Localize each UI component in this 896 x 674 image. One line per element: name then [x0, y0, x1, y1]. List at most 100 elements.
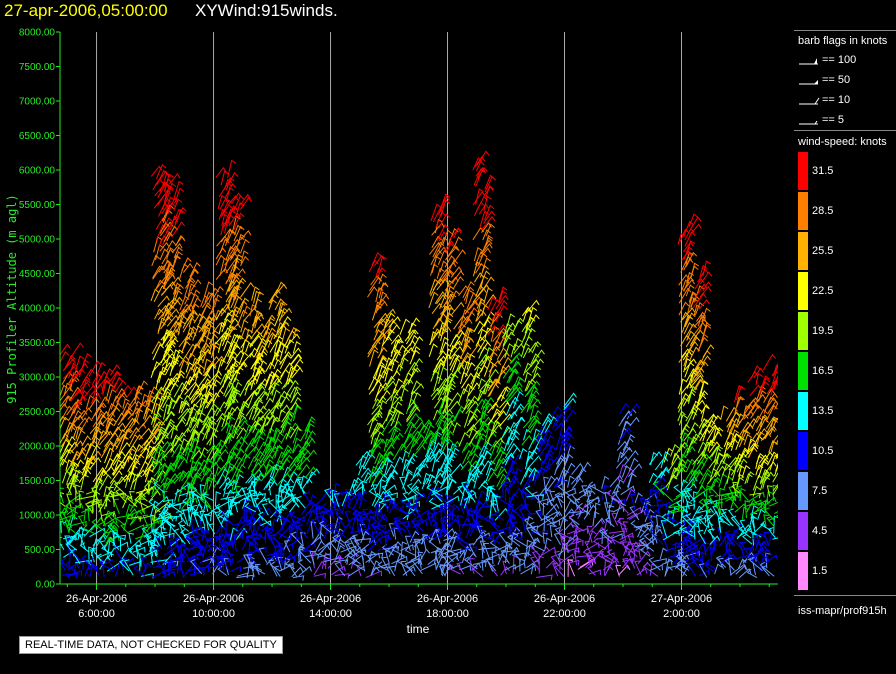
wind-barb — [684, 535, 695, 545]
wind-barb — [617, 463, 628, 481]
wind-barb — [244, 379, 256, 391]
wind-barb — [513, 550, 522, 562]
wind-barb — [500, 385, 512, 402]
wind-barb — [416, 515, 434, 527]
wind-barb — [394, 344, 407, 361]
wind-barb — [692, 469, 703, 479]
wind-barb — [198, 329, 212, 346]
wind-barb — [235, 300, 248, 317]
wind-barb — [152, 416, 161, 428]
wind-barb — [504, 343, 514, 358]
wind-barb — [158, 511, 172, 528]
wind-barb — [297, 463, 310, 478]
wind-barb — [279, 404, 290, 414]
wind-barb — [685, 251, 698, 267]
wind-barb — [64, 520, 71, 534]
wind-barb — [178, 332, 193, 348]
wind-barb — [165, 479, 176, 491]
wind-barb — [65, 541, 74, 553]
wind-barb — [253, 390, 268, 404]
wind-barb — [472, 191, 486, 206]
wind-barb — [181, 340, 191, 352]
wind-barb — [360, 467, 372, 478]
wind-barb — [180, 546, 191, 560]
wind-barb — [504, 442, 518, 458]
wind-barb — [763, 507, 776, 522]
wind-barb — [129, 460, 141, 479]
wind-barb — [287, 422, 299, 435]
wind-barb — [180, 402, 190, 414]
wind-barb — [114, 559, 125, 578]
wind-barb — [371, 251, 382, 266]
wind-barb — [180, 303, 191, 314]
wind-barb — [752, 535, 764, 550]
wind-barb — [721, 494, 727, 509]
wind-barb — [463, 383, 473, 395]
wind-barb — [426, 439, 437, 458]
wind-barb — [677, 410, 686, 422]
wind-barb — [524, 455, 534, 470]
wind-barb — [280, 449, 292, 465]
wind-barb — [132, 400, 143, 417]
wind-barb — [292, 327, 301, 340]
wind-barb — [496, 386, 509, 401]
wind-barb — [409, 530, 420, 543]
wind-barb — [237, 309, 248, 326]
wind-barb — [83, 508, 91, 522]
wind-barb — [652, 470, 666, 485]
quality-notice: REAL-TIME DATA, NOT CHECKED FOR QUALITY — [19, 636, 283, 654]
wind-barb — [409, 334, 419, 347]
wind-barb — [163, 217, 173, 230]
wind-barb — [437, 493, 453, 508]
wind-barb — [60, 448, 72, 463]
wind-barb — [240, 327, 250, 340]
wind-barb — [372, 438, 386, 452]
wind-barb — [449, 451, 457, 464]
wind-barb — [435, 246, 448, 259]
wind-barb — [385, 380, 397, 391]
wind-barb — [544, 444, 556, 458]
wind-barb — [715, 555, 727, 568]
wind-barb — [407, 317, 420, 334]
wind-barb — [713, 445, 723, 463]
wind-barb — [774, 401, 778, 410]
wind-barb — [122, 495, 132, 509]
wind-barb — [243, 499, 250, 513]
wind-barb — [278, 525, 294, 539]
wind-barb — [407, 485, 420, 495]
wind-barb — [234, 268, 246, 280]
wind-barb — [210, 427, 219, 440]
wind-barb — [60, 343, 71, 356]
wind-barb — [756, 408, 768, 423]
wind-barb — [475, 508, 486, 520]
wind-barb — [544, 475, 556, 490]
wind-barb — [493, 458, 504, 472]
wind-barb — [225, 433, 234, 445]
wind-barb — [174, 251, 183, 264]
wind-barb — [438, 213, 451, 229]
wind-barb — [336, 502, 344, 515]
wind-barb — [571, 462, 584, 475]
wind-column — [98, 376, 139, 578]
wind-barb — [423, 421, 433, 434]
wind-barb — [261, 415, 272, 434]
wind-barb — [453, 227, 463, 239]
wind-barb — [560, 426, 573, 440]
wind-barb — [261, 339, 273, 353]
wind-barb — [563, 392, 577, 408]
wind-barb — [276, 394, 286, 409]
wind-barb — [151, 428, 163, 440]
wind-barb — [283, 540, 291, 553]
wind-barb — [522, 415, 537, 429]
wind-barb — [122, 455, 133, 470]
wind-barb — [410, 380, 421, 395]
wind-barb — [683, 512, 691, 527]
wind-barb — [460, 355, 472, 367]
wind-barb — [89, 457, 102, 470]
wind-barb — [507, 386, 523, 402]
wind-barb — [162, 312, 174, 327]
wind-barb — [207, 314, 218, 327]
wind-barb — [401, 450, 410, 463]
wind-barb — [385, 492, 397, 508]
wind-barb — [714, 563, 723, 575]
